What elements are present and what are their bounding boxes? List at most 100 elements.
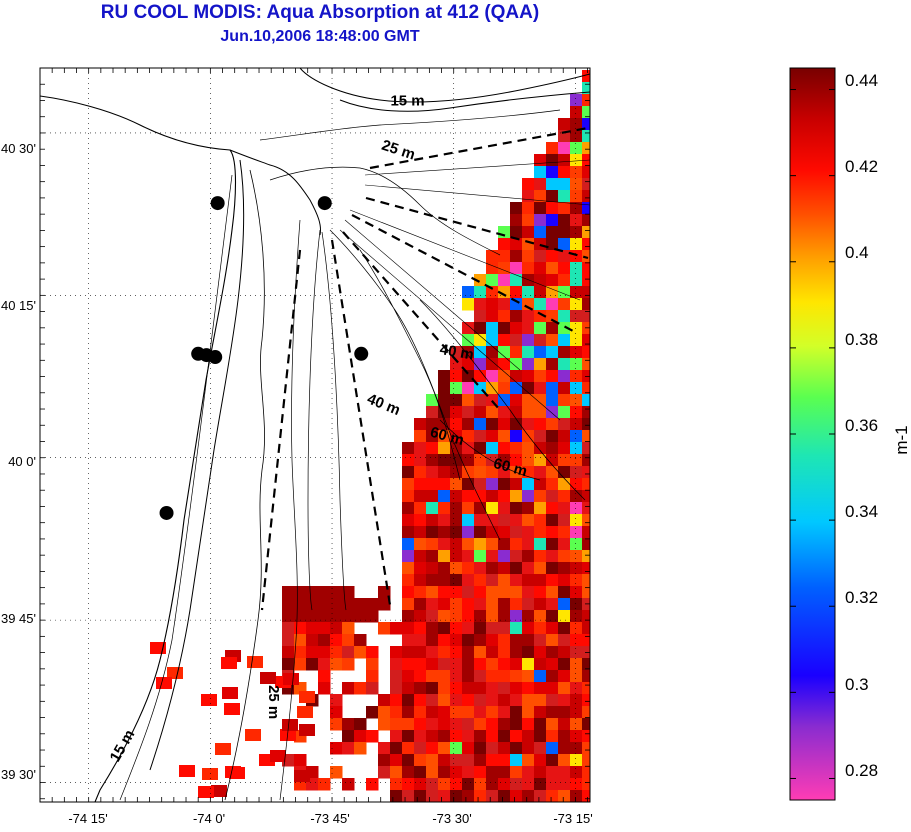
absorption-pixel [426,514,439,527]
absorption-pixel [438,766,451,779]
absorption-pixel [486,646,499,659]
absorption-pixel [582,178,590,191]
absorption-pixel [546,790,559,802]
absorption-pixel [570,418,583,431]
colorbar-tick-label: 0.44 [845,71,878,90]
absorption-pixel [450,478,463,491]
absorption-pixel [366,670,379,683]
absorption-pixel [570,454,583,467]
absorption-pixel [390,778,403,791]
absorption-pixel [546,322,559,335]
absorption-pixel [438,514,451,527]
absorption-pixel [570,526,583,539]
absorption-pixel [522,778,535,791]
absorption-pixel [474,274,487,287]
absorption-pixel [474,634,487,647]
absorption-pixel [330,718,343,731]
absorption-pixel [534,454,547,467]
absorption-pixel [306,634,319,647]
absorption-pixel [558,718,571,731]
absorption-pixel [486,322,499,335]
absorption-pixel [318,586,331,599]
absorption-pixel [546,754,559,767]
absorption-pixel [522,622,535,635]
absorption-pixel [558,142,571,155]
absorption-pixel [582,442,590,455]
absorption-pixel [546,310,559,323]
absorption-pixel [318,646,331,659]
absorption-pixel [450,490,463,503]
absorption-pixel [558,190,571,203]
absorption-pixel [474,694,487,707]
colorbar-gradient [789,67,836,801]
absorption-pixel [570,490,583,503]
lon-label: -73 15' [553,811,592,826]
absorption-pixel [534,598,547,611]
absorption-pixel [426,706,439,719]
absorption-pixel [534,610,547,623]
absorption-pixel [462,382,475,395]
absorption-pixel [522,502,535,515]
absorption-pixel [414,622,427,635]
absorption-pixel [498,670,511,683]
absorption-pixel [474,550,487,563]
absorption-pixel [297,706,313,718]
absorption-pixel [558,202,571,215]
absorption-pixel [438,586,451,599]
absorption-pixel [414,670,427,683]
absorption-pixel [546,490,559,503]
absorption-pixel [498,238,511,251]
absorption-pixel [498,622,511,635]
absorption-pixel [486,694,499,707]
barrier-island [149,159,245,771]
absorption-pixel [534,754,547,767]
absorption-pixel [534,478,547,491]
absorption-pixel [438,478,451,491]
absorption-pixel [582,346,590,359]
absorption-pixel [486,370,499,383]
absorption-pixel [378,706,391,719]
absorption-pixel [474,742,487,755]
absorption-pixel [474,574,487,587]
absorption-pixel [546,466,559,479]
absorption-pixel [462,670,475,683]
absorption-pixel [558,622,571,635]
absorption-pixel [486,658,499,671]
absorption-pixel [354,730,367,743]
absorption-pixel [498,382,511,395]
absorption-pixel [582,334,590,347]
absorption-pixel [354,610,367,623]
absorption-pixel [450,430,463,443]
absorption-pixel [534,370,547,383]
absorption-pixel [318,610,331,623]
absorption-pixel [426,430,439,443]
isobath-label: 40 m [438,341,475,364]
absorption-pixel [450,406,463,419]
absorption-pixel [522,574,535,587]
absorption-pixel [426,742,439,755]
absorption-pixel [486,586,499,599]
absorption-pixel [546,550,559,563]
absorption-pixel [582,478,590,491]
isobath-label: 15 m [107,727,139,765]
absorption-pixel [558,418,571,431]
absorption-pixel [450,682,463,695]
absorption-pixel [534,622,547,635]
absorption-pixel [546,670,559,683]
absorption-pixel [426,466,439,479]
absorption-pixel [546,610,559,623]
absorption-pixel [534,394,547,407]
absorption-pixel [474,406,487,419]
absorption-pixel [570,250,583,263]
absorption-pixel [510,322,523,335]
absorption-pixel [510,478,523,491]
absorption-pixel [582,286,590,299]
absorption-pixel [522,526,535,539]
absorption-pixel [462,658,475,671]
absorption-pixel [474,418,487,431]
absorption-pixel [390,766,403,779]
absorption-pixel [402,442,415,455]
absorption-pixel [522,730,535,743]
absorption-pixel [438,370,451,383]
absorption-pixel [522,514,535,527]
